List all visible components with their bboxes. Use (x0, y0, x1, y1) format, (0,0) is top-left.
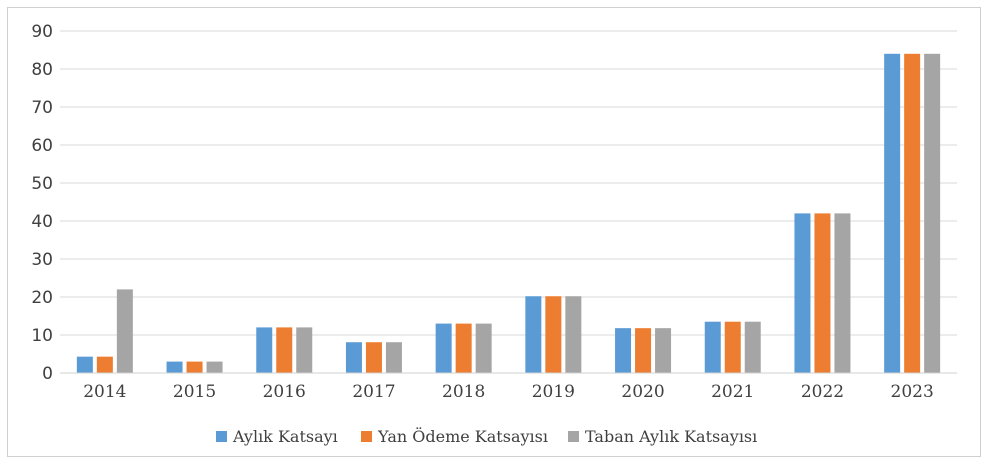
bar (166, 361, 183, 373)
bar (455, 323, 472, 373)
bar (794, 213, 811, 373)
x-tick-label: 2017 (352, 382, 395, 402)
legend-label: Yan Ödeme Katsayısı (377, 426, 548, 446)
x-tick-label: 2015 (173, 382, 216, 402)
y-tick-label: 70 (31, 98, 53, 118)
y-tick-label: 90 (31, 22, 53, 42)
bar (435, 323, 452, 373)
x-tick-label: 2019 (532, 382, 575, 402)
y-tick-label: 80 (31, 60, 53, 80)
bar (276, 327, 293, 373)
bar (814, 213, 831, 373)
bar (365, 342, 382, 373)
y-tick-label: 0 (42, 364, 53, 384)
x-tick-label: 2021 (711, 382, 754, 402)
y-tick-label: 50 (31, 174, 53, 194)
bar (724, 321, 741, 373)
bar (615, 328, 632, 373)
legend-swatch (568, 431, 579, 442)
x-tick-label: 2023 (891, 382, 934, 402)
bar (655, 328, 672, 373)
y-tick-label: 40 (31, 212, 53, 232)
y-tick-label: 20 (31, 288, 53, 308)
bar (635, 328, 652, 373)
bar (525, 296, 542, 373)
bar (565, 296, 582, 373)
bar (296, 327, 313, 373)
legend-swatch (216, 431, 227, 442)
bar (345, 342, 362, 373)
x-tick-label: 2020 (621, 382, 664, 402)
bar (924, 53, 941, 374)
y-tick-label: 10 (31, 326, 53, 346)
bar (96, 356, 113, 373)
y-tick-label: 30 (31, 250, 53, 270)
bar (744, 321, 761, 373)
x-tick-label: 2014 (83, 382, 126, 402)
bar (385, 342, 402, 373)
bar (704, 321, 721, 373)
x-tick-label: 2022 (801, 382, 844, 402)
x-tick-label: 2016 (263, 382, 306, 402)
legend-label: Taban Aylık Katsayısı (585, 427, 757, 446)
bar (116, 289, 133, 373)
x-tick-label: 2018 (442, 382, 485, 402)
bar (256, 327, 273, 373)
bar (475, 323, 492, 373)
bar (834, 213, 851, 373)
bar (884, 53, 901, 374)
bar (186, 361, 203, 373)
bar (206, 361, 223, 373)
legend-label: Aylık Katsayı (232, 427, 338, 446)
bar (76, 356, 93, 373)
y-tick-label: 60 (31, 136, 53, 156)
bar (545, 296, 562, 373)
bar (904, 53, 921, 374)
legend-swatch (361, 431, 372, 442)
